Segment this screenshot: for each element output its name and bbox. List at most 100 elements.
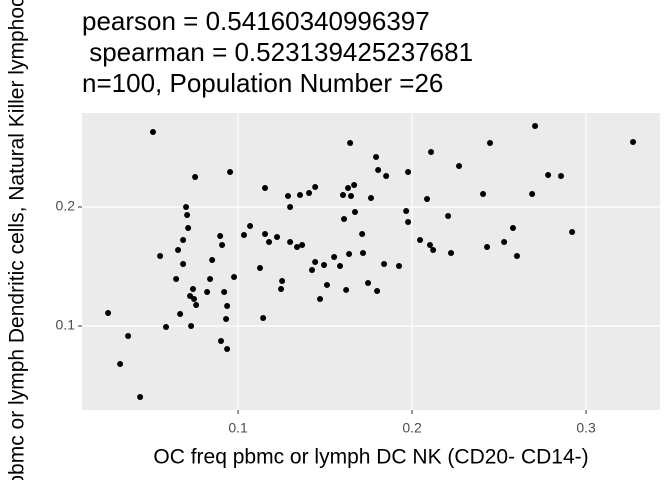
point bbox=[247, 223, 254, 230]
point bbox=[266, 238, 273, 245]
point bbox=[339, 191, 346, 198]
point bbox=[351, 181, 358, 188]
point bbox=[262, 231, 269, 238]
point bbox=[545, 171, 552, 178]
point bbox=[509, 224, 516, 231]
chart-title: spearman = 0.523139425237681 bbox=[82, 37, 473, 67]
point bbox=[218, 337, 225, 344]
point bbox=[312, 258, 319, 265]
point bbox=[180, 236, 187, 243]
point bbox=[323, 281, 330, 288]
point bbox=[368, 194, 374, 201]
point bbox=[529, 191, 536, 198]
point bbox=[346, 251, 353, 258]
point bbox=[183, 204, 190, 211]
point bbox=[223, 315, 230, 322]
point bbox=[309, 266, 316, 273]
chart-title: pearson = 0.54160340996397 bbox=[82, 6, 430, 36]
point bbox=[331, 253, 338, 260]
plot-panel bbox=[82, 113, 660, 410]
point bbox=[262, 184, 269, 191]
point bbox=[192, 174, 199, 181]
point bbox=[448, 250, 455, 257]
point bbox=[137, 394, 144, 401]
point bbox=[456, 162, 463, 169]
point bbox=[285, 193, 292, 200]
y-tick-label: 0.1 bbox=[56, 317, 76, 333]
point bbox=[383, 172, 390, 179]
point bbox=[359, 231, 366, 238]
point bbox=[207, 275, 214, 282]
point bbox=[180, 260, 187, 267]
point bbox=[373, 154, 380, 161]
point bbox=[287, 238, 294, 245]
point bbox=[351, 209, 358, 215]
point bbox=[417, 236, 424, 243]
point bbox=[175, 246, 182, 253]
point bbox=[630, 139, 637, 146]
point bbox=[405, 218, 412, 225]
point bbox=[193, 302, 200, 309]
point bbox=[428, 149, 435, 156]
point bbox=[396, 263, 403, 270]
point bbox=[217, 233, 224, 240]
point bbox=[487, 139, 494, 146]
point bbox=[426, 241, 433, 248]
point bbox=[231, 273, 238, 280]
y-axis-title: OC freq pbmc or lymph Dendritic cells, N… bbox=[6, 0, 29, 480]
point bbox=[278, 285, 285, 292]
point bbox=[381, 260, 388, 267]
point bbox=[484, 243, 491, 250]
point bbox=[184, 211, 191, 218]
x-tick-label: 0.2 bbox=[402, 420, 422, 436]
point bbox=[157, 253, 164, 260]
point bbox=[557, 172, 564, 179]
point bbox=[347, 193, 354, 200]
point bbox=[317, 295, 324, 302]
point bbox=[405, 169, 412, 176]
point bbox=[256, 265, 263, 272]
point bbox=[204, 288, 211, 295]
point bbox=[105, 310, 112, 317]
point bbox=[287, 204, 294, 211]
point bbox=[321, 261, 328, 268]
point bbox=[177, 310, 184, 317]
point bbox=[240, 231, 247, 238]
point bbox=[445, 213, 452, 220]
point bbox=[374, 288, 381, 295]
point bbox=[343, 286, 350, 293]
point bbox=[424, 196, 431, 203]
point bbox=[260, 315, 267, 322]
point bbox=[294, 243, 301, 250]
point bbox=[532, 122, 539, 129]
point bbox=[173, 275, 180, 282]
x-tick-label: 0.1 bbox=[228, 420, 248, 436]
point bbox=[345, 184, 352, 191]
point bbox=[337, 263, 344, 270]
point bbox=[569, 228, 576, 235]
point bbox=[163, 323, 170, 330]
point bbox=[185, 224, 192, 231]
point bbox=[219, 241, 226, 248]
x-axis-title: OC freq pbmc or lymph DC NK (CD20- CD14-… bbox=[153, 446, 588, 469]
point bbox=[224, 345, 231, 352]
chart-title: n=100, Population Number =26 bbox=[82, 68, 443, 98]
point bbox=[149, 129, 156, 136]
point bbox=[209, 256, 216, 263]
point bbox=[299, 241, 306, 248]
point bbox=[297, 191, 304, 198]
point bbox=[221, 288, 228, 295]
point bbox=[227, 169, 234, 176]
point bbox=[403, 208, 410, 215]
point bbox=[341, 216, 348, 223]
point bbox=[190, 285, 197, 292]
point bbox=[501, 238, 508, 245]
point bbox=[375, 166, 382, 173]
point bbox=[188, 322, 195, 329]
point bbox=[274, 233, 281, 240]
point bbox=[480, 191, 487, 198]
point bbox=[224, 303, 231, 310]
x-tick-label: 0.3 bbox=[576, 420, 596, 436]
point bbox=[365, 280, 372, 287]
